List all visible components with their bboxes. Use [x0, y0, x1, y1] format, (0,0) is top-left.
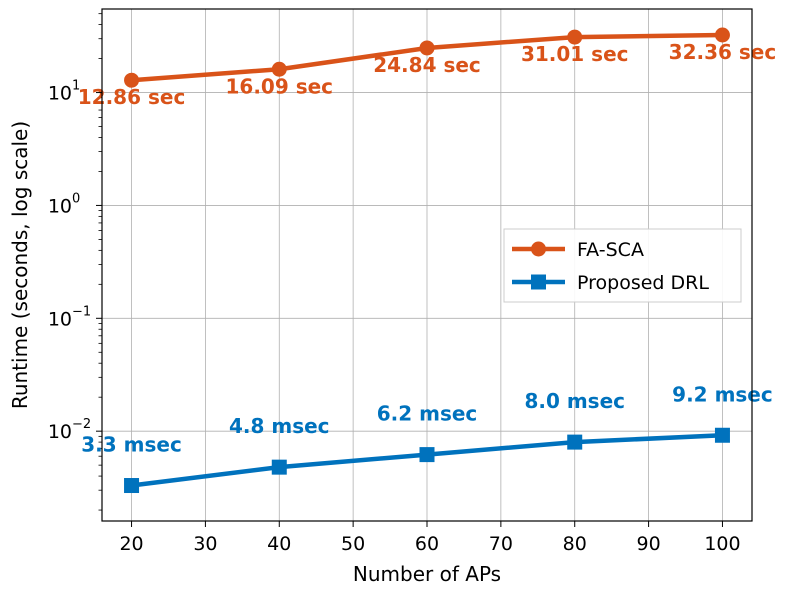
y-tick-exponent: 0 — [72, 191, 80, 206]
legend-label: FA-SCA — [577, 239, 644, 261]
data-point-marker — [567, 29, 583, 45]
data-label: 32.36 sec — [669, 40, 777, 64]
data-point-marker — [124, 478, 140, 494]
data-point-marker — [271, 61, 287, 77]
legend: FA-SCA Proposed DRL — [503, 228, 742, 303]
x-tick-label: 100 — [704, 533, 740, 555]
data-label: 3.3 msec — [81, 433, 182, 457]
x-tick-label: 30 — [193, 533, 217, 555]
y-tick-base: 10 — [48, 421, 72, 443]
x-axis: 20 30 40 50 60 70 80 90 100 — [119, 521, 741, 555]
data-label: 31.01 sec — [521, 42, 629, 66]
legend-box — [503, 228, 742, 303]
data-label: 9.2 msec — [672, 382, 773, 406]
y-tick-label: 10 −2 — [48, 417, 91, 443]
data-point-marker — [567, 434, 583, 450]
y-axis-label: Runtime (seconds, log scale) — [8, 121, 32, 409]
data-point-marker — [714, 27, 730, 43]
data-label: 4.8 msec — [229, 414, 330, 438]
data-label: 6.2 msec — [377, 402, 478, 426]
data-point-marker — [419, 40, 435, 56]
y-tick-label: 10 1 — [48, 79, 80, 105]
y-tick-exponent: −1 — [72, 304, 91, 319]
y-tick-base: 10 — [48, 195, 72, 217]
data-label: 24.84 sec — [373, 53, 481, 77]
x-tick-label: 60 — [415, 533, 439, 555]
y-tick-exponent: 1 — [72, 79, 80, 94]
data-point-marker — [124, 72, 140, 88]
x-axis-label: Number of APs — [353, 562, 501, 586]
data-point-marker — [419, 447, 435, 463]
y-tick-label: 10 0 — [48, 191, 80, 217]
legend-marker-square — [531, 274, 546, 290]
grid — [102, 9, 752, 521]
data-point-marker — [714, 427, 730, 443]
x-tick-label: 50 — [341, 533, 365, 555]
legend-label: Proposed DRL — [577, 272, 709, 294]
y-tick-label: 10 −1 — [48, 304, 91, 330]
x-tick-label: 20 — [119, 533, 143, 555]
data-label: 8.0 msec — [524, 389, 625, 413]
data-label: 16.09 sec — [225, 74, 333, 98]
y-tick-base: 10 — [48, 83, 72, 105]
y-tick-exponent: −2 — [72, 417, 91, 432]
x-tick-label: 40 — [267, 533, 291, 555]
x-tick-label: 80 — [563, 533, 587, 555]
legend-marker-circle — [531, 241, 546, 257]
x-tick-label: 90 — [636, 533, 660, 555]
data-label: 12.86 sec — [78, 85, 186, 109]
data-point-marker — [271, 459, 287, 475]
x-tick-label: 70 — [489, 533, 513, 555]
y-tick-base: 10 — [48, 308, 72, 330]
series-layer: 12.86 sec 16.09 sec 24.84 sec 31.01 sec 32.3… — [78, 27, 777, 494]
